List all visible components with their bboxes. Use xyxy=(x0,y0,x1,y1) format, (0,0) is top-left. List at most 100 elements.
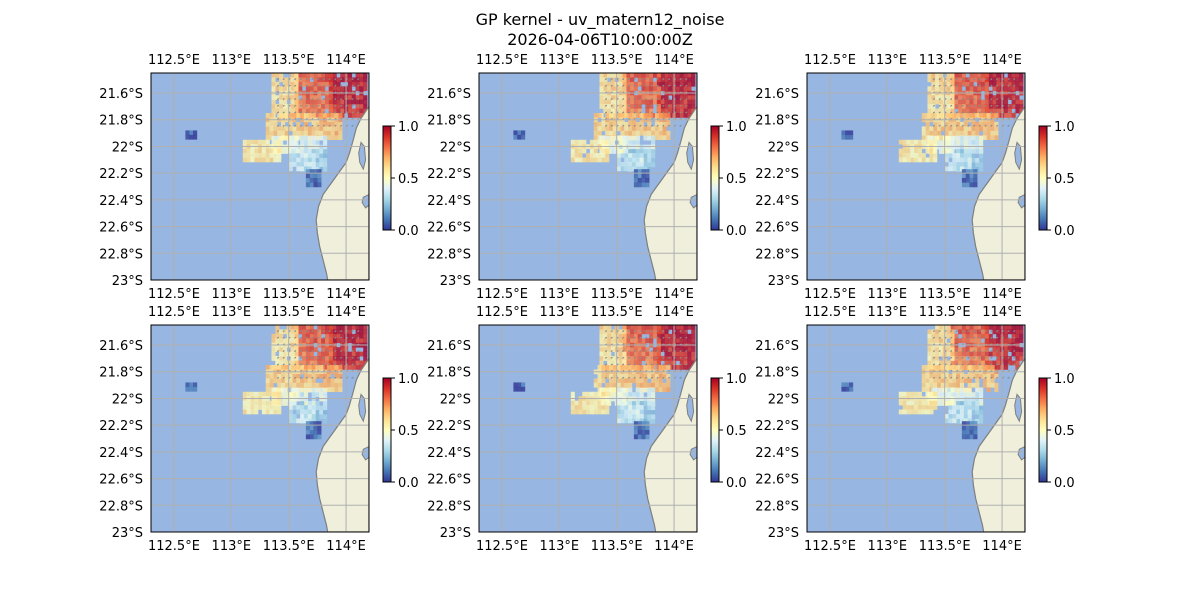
quiver-arrow xyxy=(961,336,964,339)
heatmap-cell xyxy=(967,153,972,158)
heatmap-cell xyxy=(651,418,656,424)
heatmap-cell xyxy=(687,325,692,330)
heatmap-cell xyxy=(338,135,343,141)
heatmap-cell xyxy=(593,391,598,397)
heatmap-cell xyxy=(586,157,591,163)
heatmap-cell xyxy=(988,81,993,87)
quiver-arrow xyxy=(627,111,631,114)
quiver-arrow xyxy=(667,98,671,101)
quiver-arrow xyxy=(351,356,354,359)
heatmap-cell xyxy=(950,140,955,145)
heatmap-cell xyxy=(683,347,688,352)
heatmap-cell xyxy=(265,130,270,136)
heatmap-cell xyxy=(651,365,656,370)
heatmap-cell xyxy=(628,157,633,163)
heatmap-cell xyxy=(971,405,976,411)
heatmap-cell xyxy=(616,418,621,424)
heatmap-cell xyxy=(633,73,638,78)
heatmap-cell xyxy=(938,360,944,366)
heatmap-cell xyxy=(307,373,312,379)
quiver-arrow xyxy=(282,330,285,333)
quiver-arrow xyxy=(604,111,608,114)
heatmap-cell xyxy=(687,77,692,83)
quiver-arrow xyxy=(282,84,285,87)
heatmap-cell xyxy=(956,378,961,384)
heatmap-cell xyxy=(246,157,251,163)
heatmap-cell xyxy=(324,73,330,78)
quiver-arrow xyxy=(622,111,625,114)
heatmap-cell xyxy=(193,382,198,388)
heatmap-cell xyxy=(687,95,692,100)
y-tick-label: 22°S xyxy=(440,140,471,155)
heatmap-cell xyxy=(910,405,915,410)
heatmap-cell xyxy=(944,414,949,419)
heatmap-cell xyxy=(954,86,959,92)
heatmap-cell xyxy=(979,373,984,379)
heatmap-cell xyxy=(334,378,339,384)
heatmap-cell xyxy=(992,95,997,100)
heatmap-cell xyxy=(633,351,638,357)
heatmap-cell xyxy=(927,347,932,352)
heatmap-cell xyxy=(315,121,320,127)
heatmap-cell xyxy=(631,140,637,145)
heatmap-cell xyxy=(902,157,907,163)
heatmap-cell xyxy=(597,391,602,397)
heatmap-cell xyxy=(633,99,638,105)
heatmap-cell xyxy=(363,77,368,83)
heatmap-cell xyxy=(668,351,673,357)
heatmap-cell xyxy=(624,166,629,172)
quiver-arrow xyxy=(633,78,636,81)
heatmap-cell xyxy=(954,360,959,366)
heatmap-cell xyxy=(324,338,330,344)
heatmap-cell xyxy=(624,418,629,424)
heatmap-cell xyxy=(691,333,696,339)
heatmap-cell xyxy=(841,134,846,140)
heatmap-cell xyxy=(618,387,623,393)
heatmap-cell xyxy=(651,410,656,415)
heatmap-cell xyxy=(938,95,944,100)
quiver-arrow xyxy=(938,330,941,333)
heatmap-cell xyxy=(319,365,324,370)
heatmap-cell xyxy=(643,401,648,406)
heatmap-cell xyxy=(616,378,621,384)
quiver-arrow xyxy=(656,356,659,359)
heatmap-cell xyxy=(652,325,658,330)
heatmap-cell xyxy=(599,77,604,83)
heatmap-cell xyxy=(973,333,978,339)
quiver-arrow xyxy=(322,104,326,107)
quiver-arrow xyxy=(334,376,337,379)
heatmap-cell xyxy=(624,365,629,370)
heatmap-cell xyxy=(950,86,955,92)
heatmap-cell xyxy=(656,95,661,100)
heatmap-cell xyxy=(969,178,974,183)
heatmap-cell xyxy=(973,108,978,114)
quiver-arrow xyxy=(299,104,303,107)
quiver-arrow xyxy=(604,104,608,107)
heatmap-cell xyxy=(603,73,608,78)
heatmap-cell xyxy=(633,182,639,188)
colorbar-tick-label: 1.0 xyxy=(726,372,747,387)
heatmap-cell xyxy=(589,409,595,415)
heatmap-cell xyxy=(979,113,984,118)
heatmap-cell xyxy=(282,329,288,335)
heatmap-cell xyxy=(282,401,288,406)
heatmap-cell xyxy=(620,409,625,415)
quiver-arrow xyxy=(357,336,360,339)
heatmap-cell xyxy=(624,409,629,415)
quiver-arrow xyxy=(645,104,648,107)
heatmap-cell xyxy=(929,130,934,136)
heatmap-cell xyxy=(946,77,951,83)
heatmap-cell xyxy=(628,405,633,410)
heatmap-cell xyxy=(651,140,656,145)
heatmap-cell xyxy=(959,113,965,118)
heatmap-cell xyxy=(351,365,356,370)
heatmap-cell xyxy=(639,365,644,370)
heatmap-cell xyxy=(355,95,360,100)
heatmap-cell xyxy=(664,356,669,361)
quiver-arrow xyxy=(633,84,636,87)
heatmap-cell xyxy=(628,149,633,154)
heatmap-cell xyxy=(984,73,989,78)
heatmap-cell xyxy=(996,325,1001,330)
heatmap-cell xyxy=(622,73,627,78)
heatmap-cell xyxy=(351,325,356,330)
